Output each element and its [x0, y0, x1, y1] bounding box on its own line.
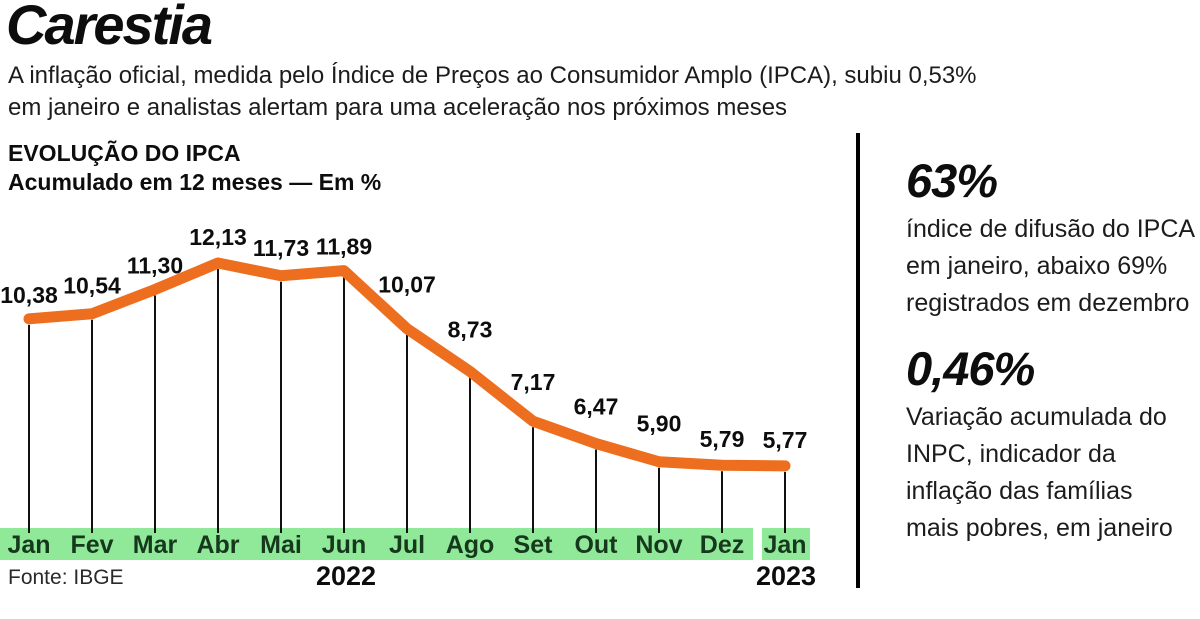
month-label: Set — [514, 531, 554, 559]
page-subtitle: A inflação oficial, medida pelo Índice d… — [8, 60, 977, 124]
stat-inpc-description: Variação acumulada do INPC, indicador da… — [906, 399, 1198, 547]
source-label: Fonte: IBGE — [8, 566, 124, 589]
month-label: Jun — [322, 531, 366, 559]
chart-subtitle: Acumulado em 12 meses — Em % — [8, 169, 382, 195]
stat-difusao-value: 63% — [906, 154, 998, 207]
ipca-line — [23, 257, 791, 472]
value-label: 10,07 — [378, 272, 436, 298]
stat-difusao-line-3: registrados em dezembro — [906, 289, 1190, 318]
value-label: 6,47 — [574, 394, 619, 420]
stat-inpc: 0,46% Variação acumulada do INPC, indica… — [906, 344, 1198, 547]
subtitle-line-1: A inflação oficial, medida pelo Índice d… — [8, 62, 977, 89]
stat-inpc-value: 0,46% — [906, 342, 1035, 395]
month-label: Mai — [260, 531, 302, 559]
value-label: 12,13 — [189, 224, 247, 250]
stat-inpc-line-2: INPC, indicador da — [906, 440, 1116, 469]
month-band-2022 — [0, 528, 753, 560]
month-label: Mar — [133, 531, 178, 559]
value-label: 10,54 — [63, 273, 121, 299]
month-band-2023 — [762, 528, 810, 560]
value-label: 5,90 — [637, 411, 682, 437]
month-label: Dez — [700, 531, 744, 559]
value-label: 8,73 — [448, 316, 493, 342]
stat-difusao-line-2: em janeiro, abaixo 69% — [906, 252, 1168, 281]
year-label-2022: 2022 — [315, 561, 377, 591]
value-label: 10,38 — [0, 282, 58, 308]
value-label: 5,77 — [763, 427, 808, 453]
month-label: Ago — [446, 531, 495, 559]
month-label: Jan — [763, 531, 806, 559]
stat-inpc-line-1: Variação acumulada do — [906, 403, 1167, 432]
month-label: Abr — [196, 531, 239, 559]
chart-title: EVOLUÇÃO DO IPCA — [8, 140, 241, 166]
page-title: Carestia — [6, 0, 213, 56]
vertical-divider — [856, 133, 860, 588]
stat-inpc-line-4: mais pobres, em janeiro — [906, 514, 1173, 543]
stat-inpc-line-3: inflação das famílias — [906, 477, 1133, 506]
value-label: 11,89 — [316, 234, 372, 260]
stat-difusao-description: índice de difusão do IPCA em janeiro, ab… — [906, 211, 1198, 322]
year-label-2023: 2023 — [755, 561, 817, 591]
month-label: Out — [574, 531, 618, 559]
stat-difusao: 63% índice de difusão do IPCA em janeiro… — [906, 156, 1198, 322]
month-label: Jan — [7, 531, 50, 559]
value-label: 5,79 — [700, 426, 745, 452]
subtitle-line-2: em janeiro e analistas alertam para uma … — [8, 94, 788, 121]
month-label: Nov — [635, 531, 682, 559]
value-label: 11,30 — [127, 252, 183, 278]
value-label: 7,17 — [511, 369, 556, 395]
value-label: 11,73 — [253, 235, 309, 261]
stat-difusao-line-1: índice de difusão do IPCA — [906, 215, 1196, 244]
month-label: Fev — [70, 531, 113, 559]
month-label: Jul — [389, 531, 425, 559]
